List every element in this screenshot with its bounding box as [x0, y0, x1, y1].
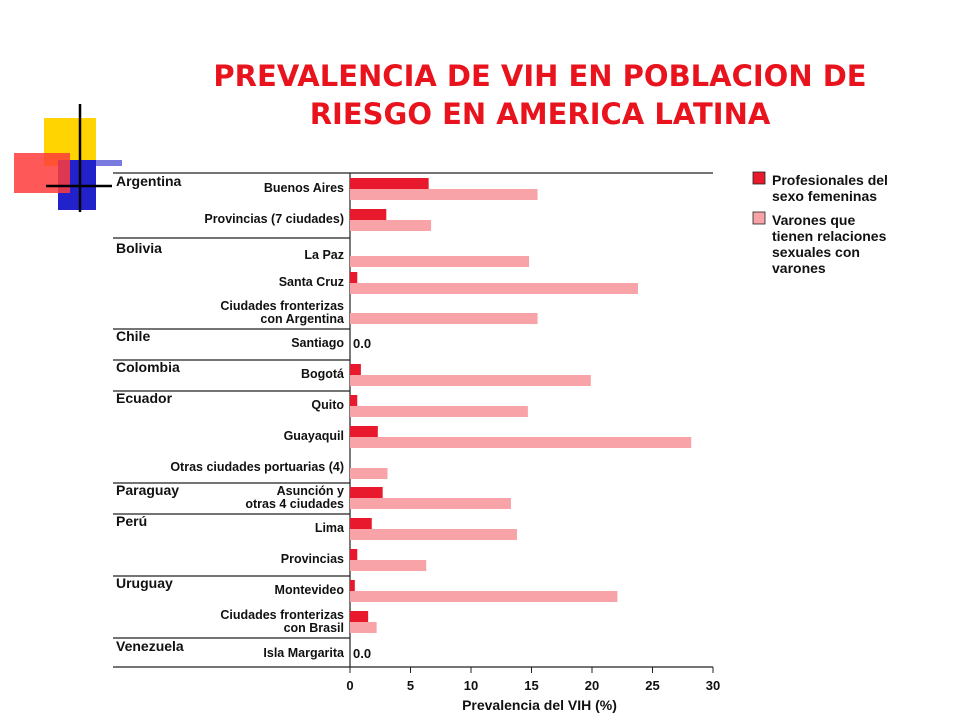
- city-label: otras 4 ciudades: [245, 497, 344, 511]
- bar-msm: [350, 375, 591, 386]
- bar-sex-workers: [350, 395, 358, 407]
- x-tick-label: 25: [645, 678, 659, 693]
- bar-msm: [350, 313, 538, 324]
- city-label: con Argentina: [260, 312, 345, 326]
- x-tick-label: 30: [706, 678, 720, 693]
- ornament-blue-stripe: [96, 160, 122, 166]
- bar-msm: [350, 529, 517, 540]
- bar-msm: [350, 256, 530, 267]
- city-label: con Brasil: [284, 621, 344, 635]
- bar-sex-workers: [350, 209, 387, 221]
- bar-sex-workers: [350, 426, 378, 438]
- legend-label-msm: Varones que: [772, 212, 855, 228]
- bar-sex-workers: [350, 364, 361, 376]
- legend-label-sex-workers: Profesionales del: [772, 172, 888, 188]
- legend-label-msm: tienen relaciones: [772, 228, 887, 244]
- city-label: Santiago: [291, 336, 344, 350]
- x-tick-label: 5: [407, 678, 414, 693]
- legend-swatch-msm: [752, 211, 766, 225]
- bar-msm: [350, 560, 427, 571]
- legend-label-msm: varones: [772, 260, 826, 276]
- city-label: Lima: [315, 521, 345, 535]
- bar-sex-workers: [350, 611, 369, 623]
- city-label: Asunción y: [277, 484, 344, 498]
- bar-sex-workers: [350, 487, 383, 499]
- bar-msm: [350, 406, 528, 417]
- bar-sex-workers: [350, 178, 429, 190]
- city-label: Provincias (7 ciudades): [204, 212, 344, 226]
- country-label: Ecuador: [116, 390, 173, 406]
- bar-msm: [350, 189, 538, 200]
- slide-title-line-1: PREVALENCIA DE VIH EN POBLACION DE: [213, 59, 867, 93]
- country-label: Paraguay: [116, 482, 179, 498]
- city-label: Provincias: [281, 552, 344, 566]
- country-label: Colombia: [116, 359, 180, 375]
- country-label: Argentina: [116, 173, 182, 189]
- legend-label-msm: sexuales con: [772, 244, 860, 260]
- city-label: Guayaquil: [284, 429, 344, 443]
- city-label: Quito: [311, 398, 344, 412]
- x-tick-label: 0: [346, 678, 353, 693]
- city-label: Ciudades fronterizas: [220, 299, 344, 313]
- country-label: Perú: [116, 513, 147, 529]
- bar-msm: [350, 498, 511, 509]
- city-label: Otras ciudades portuarias (4): [170, 460, 344, 474]
- country-label: Venezuela: [116, 638, 184, 654]
- bar-msm: [350, 283, 638, 294]
- bar-sex-workers: [350, 580, 355, 592]
- city-label: Montevideo: [275, 583, 345, 597]
- country-label: Bolivia: [116, 240, 162, 256]
- x-tick-label: 15: [524, 678, 538, 693]
- country-label: Chile: [116, 328, 150, 344]
- legend-label-sex-workers: sexo femeninas: [772, 188, 877, 204]
- city-label: Santa Cruz: [279, 275, 344, 289]
- city-label: La Paz: [304, 248, 344, 262]
- bar-sex-workers: [350, 272, 358, 284]
- slide-title-line-2: RIESGO EN AMERICA LATINA: [309, 97, 771, 131]
- legend-swatch-sex-workers: [752, 171, 766, 185]
- country-label: Uruguay: [116, 575, 173, 591]
- zero-value-label: 0.0: [353, 646, 371, 661]
- city-label: Isla Margarita: [263, 646, 345, 660]
- bar-msm: [350, 437, 692, 448]
- x-tick-label: 10: [464, 678, 478, 693]
- zero-value-label: 0.0: [353, 336, 371, 351]
- slide-ornament: [14, 104, 122, 212]
- bar-msm: [350, 591, 618, 602]
- bar-msm: [350, 220, 432, 231]
- x-axis-title: Prevalencia del VIH (%): [462, 697, 617, 713]
- bar-sex-workers: [350, 549, 358, 561]
- city-label: Ciudades fronterizas: [220, 608, 344, 622]
- bar-msm: [350, 468, 388, 479]
- slide-title: PREVALENCIA DE VIH EN POBLACION DE RIESG…: [120, 57, 960, 133]
- city-label: Buenos Aires: [264, 181, 344, 195]
- x-tick-label: 20: [585, 678, 599, 693]
- bar-sex-workers: [350, 518, 372, 530]
- city-label: Bogotá: [301, 367, 344, 381]
- bar-msm: [350, 622, 377, 633]
